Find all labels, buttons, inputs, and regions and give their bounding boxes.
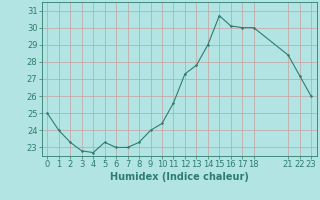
X-axis label: Humidex (Indice chaleur): Humidex (Indice chaleur): [110, 172, 249, 182]
